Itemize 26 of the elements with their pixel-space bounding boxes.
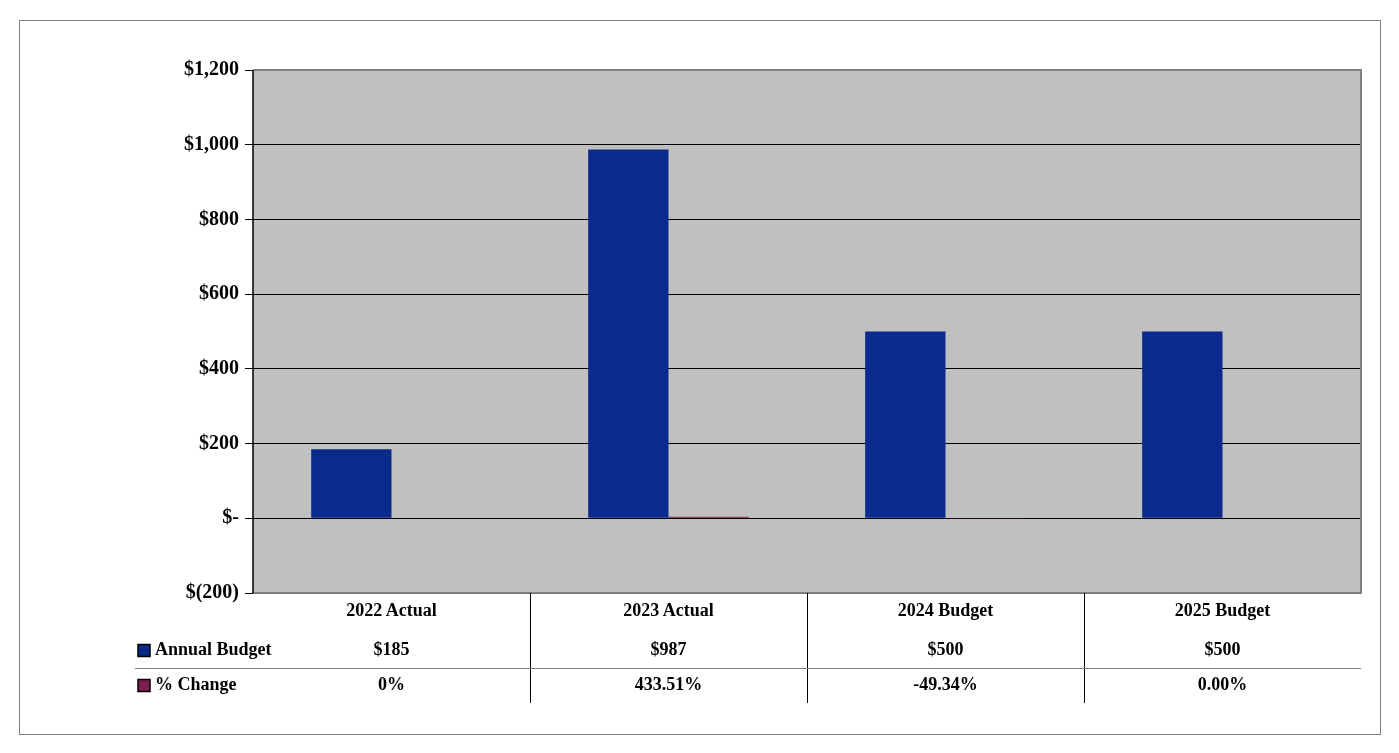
y-tick-label: $1,000: [184, 131, 239, 154]
y-tick-label: $200: [199, 430, 239, 453]
data-label: 0%: [378, 674, 405, 695]
data-label: $500: [1204, 639, 1241, 660]
data-label: 0.00%: [1197, 674, 1248, 695]
bar: [865, 331, 946, 518]
y-tick-label: $1,200: [184, 57, 239, 80]
data-label: $185: [373, 639, 410, 660]
y-tick-label: $600: [199, 281, 239, 304]
x-tick-label: 2022 Actual: [346, 600, 437, 621]
legend-label: % Change: [155, 674, 237, 695]
y-tick-label: $-: [222, 505, 239, 528]
bar: [588, 149, 669, 518]
data-label: -49.34%: [913, 674, 978, 695]
legend-label: Annual Budget: [155, 639, 272, 660]
data-label: $987: [650, 639, 687, 660]
bar: [1142, 331, 1223, 518]
x-tick-label: 2023 Actual: [623, 600, 714, 621]
x-tick-label: 2025 Budget: [1174, 600, 1271, 621]
bar: [311, 449, 392, 518]
y-tick-label: $800: [199, 206, 239, 229]
x-tick-label: 2024 Budget: [897, 600, 994, 621]
y-tick-label: $400: [199, 356, 239, 379]
data-label: 433.51%: [634, 674, 703, 695]
y-tick-label: $(200): [185, 580, 239, 604]
data-label: $500: [927, 639, 964, 660]
